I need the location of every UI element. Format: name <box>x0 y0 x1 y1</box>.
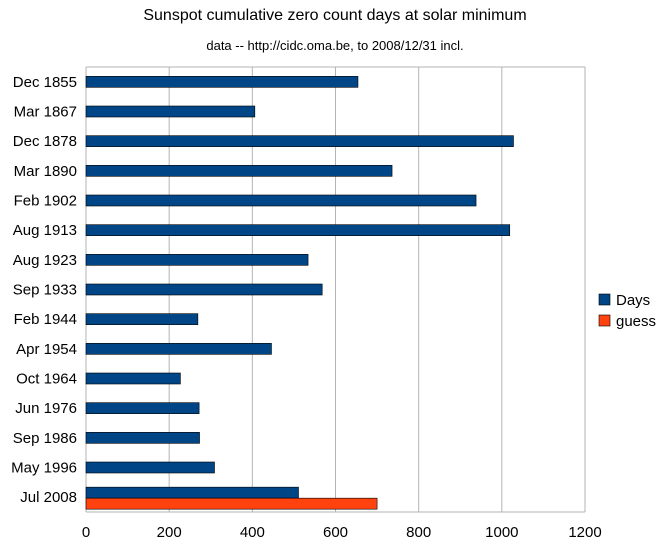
y-tick-label: Aug 1923 <box>13 252 77 269</box>
bar-days <box>85 254 309 266</box>
bar-days <box>85 432 200 444</box>
chart-title: Sunspot cumulative zero count days at so… <box>143 7 526 24</box>
x-tick-label: 800 <box>406 524 431 541</box>
y-tick-label: Mar 1890 <box>14 163 77 180</box>
y-tick-label: Feb 1902 <box>14 193 77 210</box>
x-tick-label: 0 <box>82 524 90 541</box>
bar-days <box>85 194 477 207</box>
y-tick-label: Sep 1933 <box>13 282 77 299</box>
y-tick-label: Mar 1867 <box>14 104 77 121</box>
bar-days <box>85 105 256 118</box>
bar-days <box>85 343 272 355</box>
legend-label: guess <box>616 313 656 330</box>
y-tick-label: Apr 1954 <box>16 341 77 358</box>
bar-days <box>85 165 393 177</box>
x-tick-label: 600 <box>323 524 348 541</box>
bar-days <box>85 135 514 147</box>
bar-days <box>85 402 200 414</box>
bar-guess <box>85 497 378 510</box>
bar-days <box>85 313 199 325</box>
bar-days <box>85 372 181 385</box>
legend-swatch <box>598 293 611 306</box>
legend-swatch <box>598 314 611 327</box>
bar-days <box>85 486 299 499</box>
x-tick-label: 400 <box>240 524 265 541</box>
y-tick-label: Feb 1944 <box>14 311 77 328</box>
bar-days <box>85 461 215 474</box>
legend-label: Days <box>616 292 650 309</box>
y-tick-label: Dec 1855 <box>13 74 77 91</box>
y-tick-label: Jul 2008 <box>20 489 77 506</box>
x-tick-label: 1200 <box>568 524 601 541</box>
y-tick-label: Dec 1878 <box>13 133 77 150</box>
y-tick-label: Aug 1913 <box>13 222 77 239</box>
x-tick-label: 200 <box>157 524 182 541</box>
y-tick-label: Jun 1976 <box>15 400 77 417</box>
chart-subtitle: data -- http://cidc.oma.be, to 2008/12/3… <box>206 38 463 53</box>
bar-days <box>85 224 511 236</box>
bar-days <box>85 283 323 296</box>
y-tick-label: Sep 1986 <box>13 430 77 447</box>
legend: Days guess <box>598 292 656 330</box>
bar-days <box>85 76 359 88</box>
x-tick-label: 1000 <box>485 524 518 541</box>
y-tick-label: May 1996 <box>11 460 77 477</box>
plot-area: 0 200 400 600 800 1000 1200 Dec 1855 Mar 1867 Dec… <box>11 66 602 541</box>
y-tick-label: Oct 1964 <box>16 371 77 388</box>
